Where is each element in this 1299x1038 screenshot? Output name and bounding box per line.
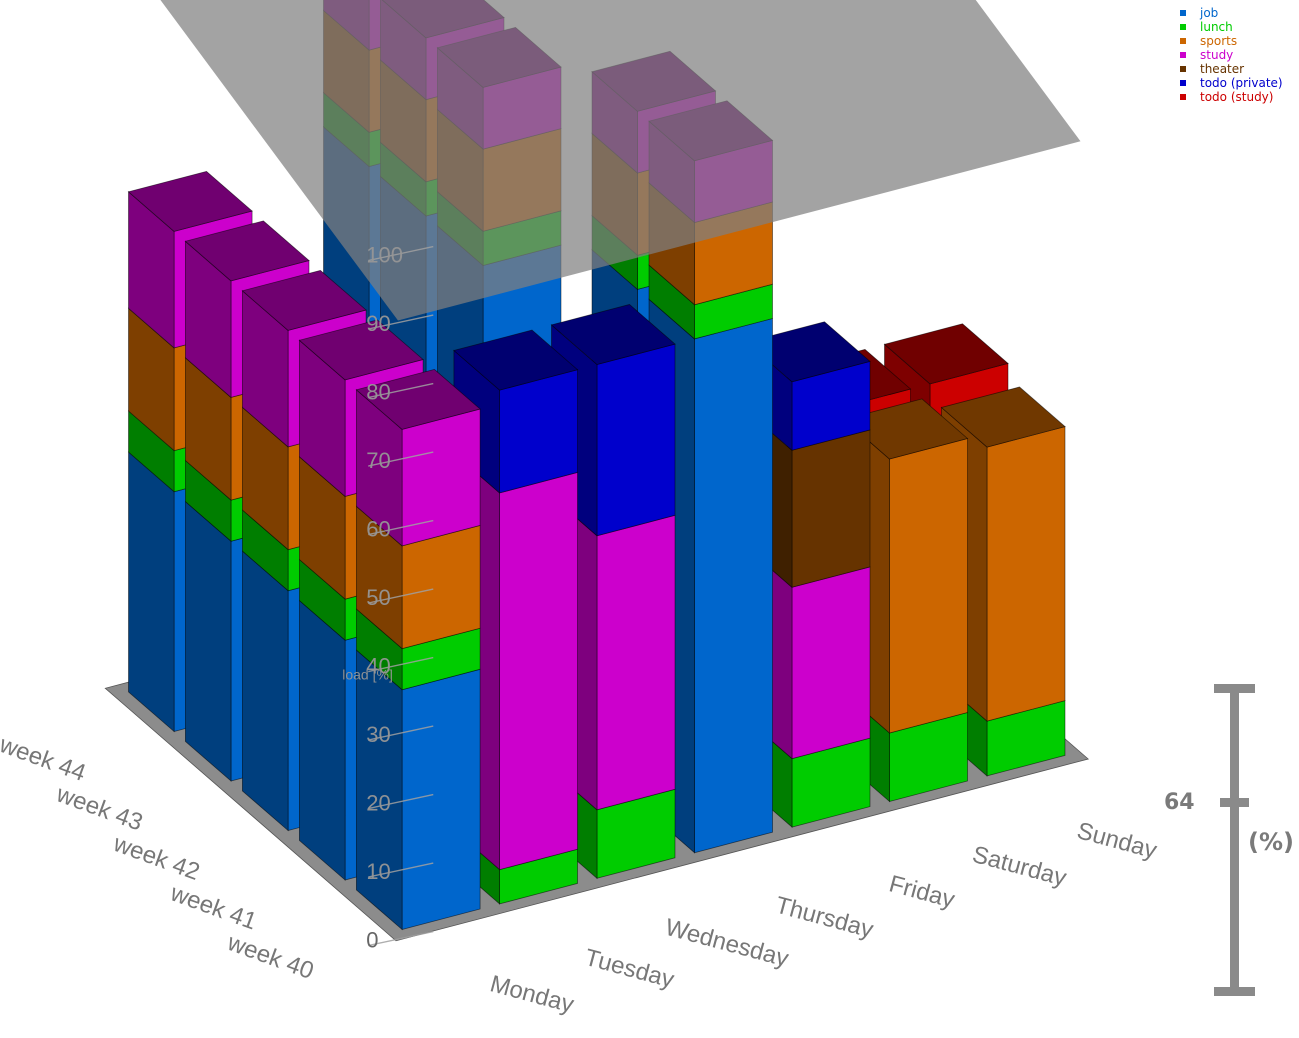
scale-bar[interactable] [1230, 688, 1239, 988]
legend-swatch [1180, 52, 1186, 58]
legend-swatch [1180, 66, 1186, 72]
scale-value: 64 [1164, 790, 1195, 815]
z-tick-line [368, 519, 434, 536]
legend-label: todo (study) [1200, 90, 1274, 104]
y-tick-label: week 42 [109, 830, 203, 886]
bar-segment [791, 566, 871, 760]
legend-label: theater [1200, 62, 1245, 76]
bar-segment [401, 524, 481, 650]
bar-segment [499, 369, 578, 494]
z-tick-label: 10 [366, 859, 390, 884]
bar-segment [298, 319, 424, 381]
reference-plane-surface [160, 0, 1081, 321]
z-tick-label: 80 [366, 380, 390, 405]
bar-segment [694, 317, 773, 854]
x-tick-label: Tuesday [582, 944, 677, 994]
z-tick-label: 60 [366, 517, 390, 542]
legend-label: todo (private) [1200, 76, 1283, 90]
bar-segment [596, 343, 676, 537]
legend-swatch [1180, 94, 1186, 100]
x-tick-label: Thursday [773, 892, 877, 944]
bar-stack[interactable] [355, 368, 481, 931]
y-tick-label: week 41 [166, 879, 260, 935]
z-tick-line [368, 382, 434, 399]
legend-label: study [1200, 48, 1234, 62]
y-tick-label: week 43 [52, 780, 146, 836]
z-tick-line [368, 588, 434, 604]
z-tick-label: 20 [366, 791, 390, 816]
y-tick-label: week 40 [223, 929, 317, 985]
legend-swatch [1180, 38, 1186, 44]
legend: job lunch sports study theater todo (private)… [1180, 6, 1283, 104]
bar-segment [791, 429, 871, 588]
bar-segment [355, 368, 481, 430]
legend-item: theater [1180, 62, 1283, 76]
z-tick-line [368, 245, 434, 262]
z-tick-label: 90 [366, 311, 390, 336]
legend-item: lunch [1180, 20, 1283, 34]
scale-widget[interactable]: 64 (%) [1150, 680, 1299, 1000]
scale-marker[interactable] [1220, 798, 1249, 807]
legend-swatch [1180, 10, 1186, 16]
legend-label: lunch [1200, 20, 1233, 34]
bar-segment [184, 220, 310, 282]
legend-swatch [1180, 24, 1186, 30]
x-tick-label: Monday [487, 970, 576, 1018]
scale-bottom-cap [1214, 987, 1255, 996]
legend-swatch [1180, 80, 1186, 86]
legend-label: job [1200, 6, 1219, 20]
bar-segment [940, 386, 1066, 448]
legend-item: job [1180, 6, 1283, 20]
legend-item: sports [1180, 34, 1283, 48]
z-axis: 0 10 20 30 40 50 60 70 80 90 100 load [%] [342, 243, 434, 953]
bar-segment [184, 500, 232, 782]
bar-segment [986, 426, 1066, 722]
y-tick-label: week 44 [0, 731, 89, 787]
bar-segment [499, 471, 578, 871]
z-tick-label: 40 [366, 654, 390, 679]
reference-plane [160, 0, 1081, 321]
z-tick-line [368, 314, 434, 330]
scale-unit: (%) [1248, 828, 1294, 856]
legend-item: todo (study) [1180, 90, 1283, 104]
x-tick-label: Sunday [1074, 817, 1160, 864]
x-tick-label: Wednesday [662, 914, 791, 973]
z-tick-label: 30 [366, 722, 390, 747]
z-axis-label: load [%] [342, 667, 393, 683]
bar-segment [550, 304, 676, 365]
bar-segment [241, 550, 289, 832]
x-tick-label: Saturday [970, 841, 1070, 892]
z-tick-line [368, 725, 434, 741]
z-tick-label: 100 [366, 243, 403, 268]
z-tick-label: 0 [366, 928, 378, 953]
bar-segment [127, 170, 253, 232]
z-tick-line [368, 656, 434, 673]
z-tick-label: 70 [366, 448, 390, 473]
z-tick-line [368, 793, 434, 810]
bar-segment [883, 323, 1009, 385]
legend-label: sports [1200, 34, 1238, 48]
bar-segment [596, 514, 676, 811]
bar-segment [889, 437, 968, 734]
x-tick-label: Friday [886, 870, 957, 913]
bar-segment [128, 451, 175, 733]
legend-item: study [1180, 48, 1283, 62]
legend-item: todo (private) [1180, 76, 1283, 90]
z-tick-line [368, 451, 434, 467]
z-tick-label: 50 [366, 585, 390, 610]
z-tick-line [368, 930, 434, 947]
z-tick-line [368, 862, 434, 878]
bar-segment [453, 329, 579, 391]
bar-segment [241, 269, 367, 331]
bar-segment [298, 599, 346, 881]
